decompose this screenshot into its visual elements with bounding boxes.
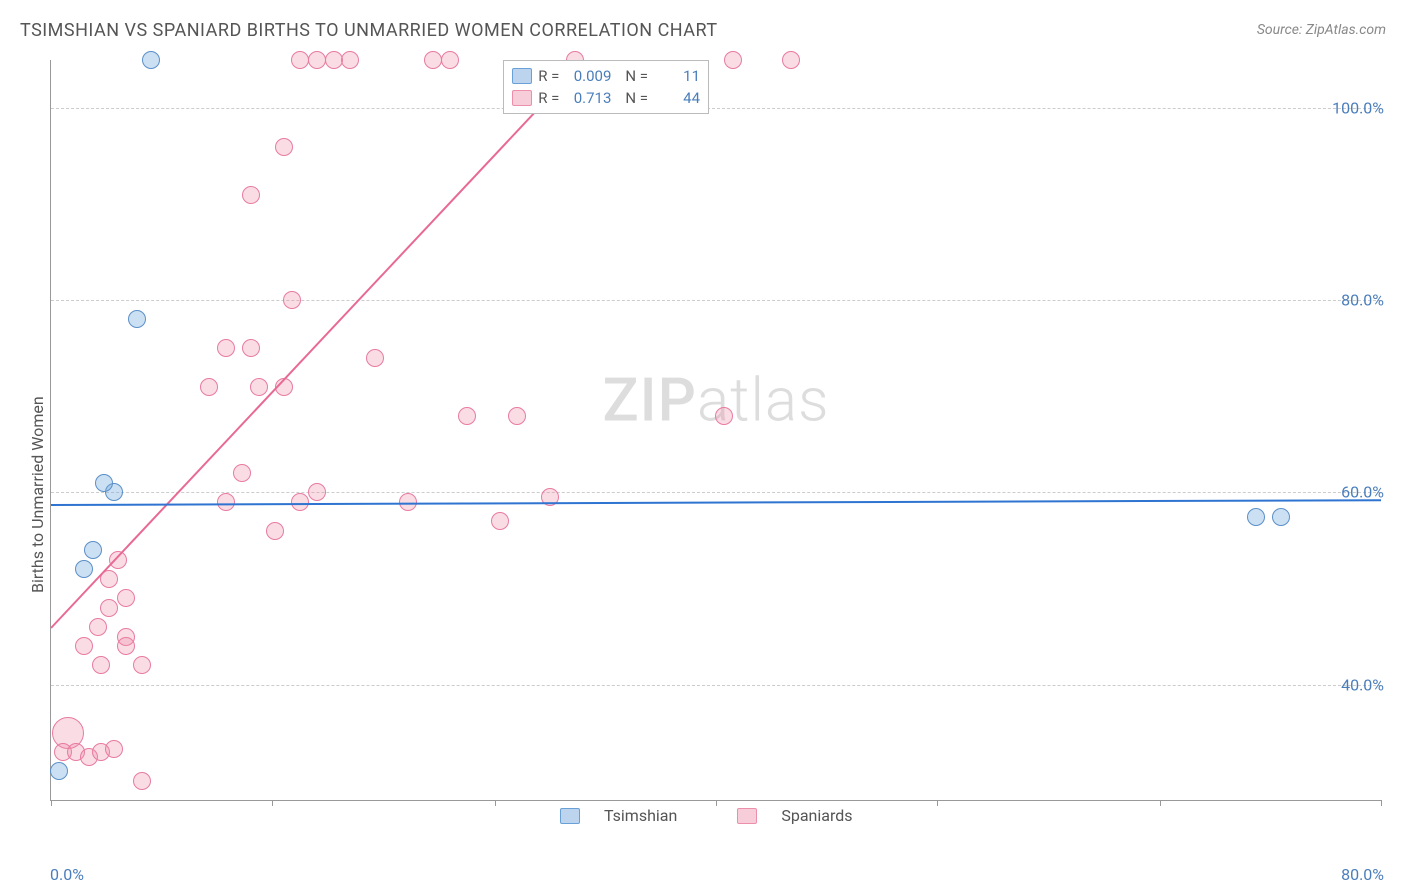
stats-row-tsimshian: R = 0.009 N = 11 [512,65,700,87]
spaniards-point [133,656,151,674]
y-tick-label: 100.0% [1332,99,1384,118]
tsimshian-n-value: 11 [654,65,700,87]
watermark-atlas: atlas [697,365,830,436]
tsimshian-label: Tsimshian [604,806,677,825]
spaniards-point [308,51,326,69]
y-tick-label: 80.0% [1341,291,1384,310]
spaniards-point [266,522,284,540]
spaniards-point [233,464,251,482]
spaniards-point [424,51,442,69]
spaniards-point [308,483,326,501]
r-label: R = [538,65,559,87]
spaniards-point [217,339,235,357]
spaniards-point [92,656,110,674]
source-label: Source: ZipAtlas.com [1257,22,1386,38]
spaniards-point [366,349,384,367]
spaniards-point [217,493,235,511]
tsimshian-point [1272,508,1290,526]
tsimshian-trendline [51,499,1381,506]
spaniards-point [242,339,260,357]
x-tick-min: 0.0% [50,865,84,884]
spaniards-swatch [737,808,757,824]
spaniards-point [441,51,459,69]
stats-legend: R = 0.009 N = 11 R = 0.713 N = 44 [503,60,709,114]
spaniards-point [133,772,151,790]
spaniards-point [242,186,260,204]
spaniards-point [117,637,135,655]
spaniards-r-value: 0.713 [565,87,611,109]
gridline [51,108,1381,109]
scatter-plot: ZIPatlas R = 0.009 N = 11 R = 0.713 N = 44 [50,60,1381,801]
y-axis-label: Births to Unmarried Women [28,396,47,593]
stats-row-spaniards: R = 0.713 N = 44 [512,87,700,109]
x-tick [272,800,273,806]
x-tick [937,800,938,806]
spaniards-point [458,407,476,425]
spaniards-point [325,51,343,69]
spaniards-point [508,407,526,425]
spaniards-point [275,138,293,156]
spaniards-point [715,407,733,425]
y-tick-label: 60.0% [1341,483,1384,502]
tsimshian-stats-swatch [512,68,532,84]
x-tick [1381,800,1382,806]
spaniards-point [724,51,742,69]
tsimshian-point [50,762,68,780]
y-tick-label: 40.0% [1341,675,1384,694]
x-tick [51,800,52,806]
spaniards-point [283,291,301,309]
spaniards-label: Spaniards [781,806,852,825]
r-label: R = [538,87,559,109]
spaniards-point [109,551,127,569]
x-tick [1160,800,1161,806]
spaniards-stats-swatch [512,90,532,106]
spaniards-point [491,512,509,530]
n-label: N = [625,65,648,87]
gridline [51,492,1381,493]
spaniards-point [105,740,123,758]
spaniards-point [782,51,800,69]
gridline [51,685,1381,686]
tsimshian-point [75,560,93,578]
spaniards-trendline [50,60,583,628]
spaniards-point [117,589,135,607]
spaniards-point [100,599,118,617]
gridline [51,300,1381,301]
tsimshian-swatch [560,808,580,824]
n-label: N = [625,87,648,109]
x-tick [495,800,496,806]
spaniards-point [291,51,309,69]
tsimshian-point [1247,508,1265,526]
spaniards-point [250,378,268,396]
spaniards-n-value: 44 [654,87,700,109]
spaniards-point [200,378,218,396]
tsimshian-point [95,474,113,492]
series-legend: Tsimshian Spaniards [560,806,853,825]
tsimshian-point [84,541,102,559]
spaniards-point [75,637,93,655]
tsimshian-point [128,310,146,328]
chart-title: TSIMSHIAN VS SPANIARD BIRTHS TO UNMARRIE… [20,20,718,41]
spaniards-point [89,618,107,636]
x-tick-max: 80.0% [1341,865,1384,884]
tsimshian-r-value: 0.009 [565,65,611,87]
tsimshian-point [142,51,160,69]
watermark: ZIPatlas [603,365,830,436]
watermark-zip: ZIP [603,365,697,436]
spaniards-point [341,51,359,69]
